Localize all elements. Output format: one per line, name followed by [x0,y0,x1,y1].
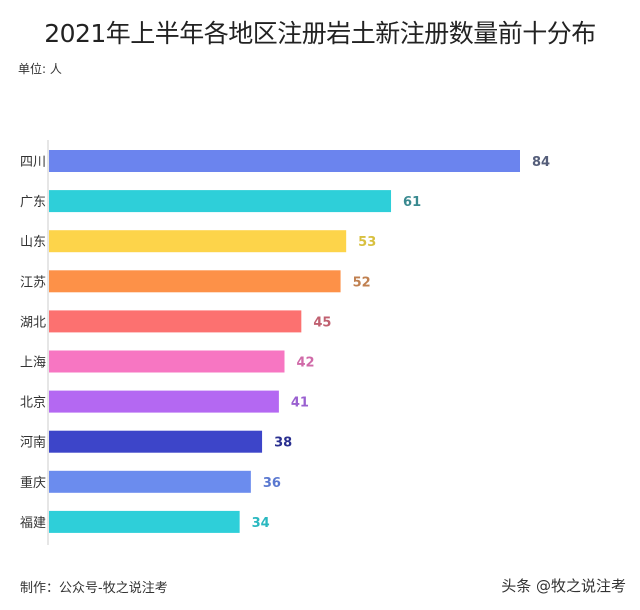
category-label: 上海 [20,356,46,371]
value-label: 53 [358,235,376,250]
value-label: 36 [263,476,281,491]
bar [49,310,302,333]
bar [49,510,240,533]
category-label: 湖北 [20,315,46,330]
credit-text: 制作：公众号-牧之说注考 [20,581,168,596]
category-label: 河南 [20,435,46,451]
category-label: 江苏 [20,274,46,290]
value-label: 84 [532,155,550,170]
value-label: 61 [403,195,421,210]
bar [49,190,392,213]
category-label: 重庆 [20,475,46,491]
value-label: 38 [274,436,292,451]
bar [49,270,341,293]
value-label: 41 [291,396,309,411]
bar [49,430,263,453]
bar [49,230,347,253]
bar [49,390,279,413]
category-label: 四川 [20,155,46,170]
bar [49,470,251,493]
bar [49,150,520,172]
value-label: 45 [313,315,331,330]
chart-title: 2021年上半年各地区注册岩土新注册数量前十分布 [44,19,596,48]
category-label: 山东 [20,235,46,250]
category-label: 北京 [20,396,46,411]
unit-label: 单位: 人 [18,62,62,76]
bar [49,350,285,373]
value-label: 42 [297,356,315,371]
value-label: 34 [252,516,270,531]
watermark-text: 头条 @牧之说注考 [501,577,626,595]
category-label: 广东 [20,195,46,210]
value-label: 52 [353,275,371,290]
category-label: 福建 [20,516,46,531]
